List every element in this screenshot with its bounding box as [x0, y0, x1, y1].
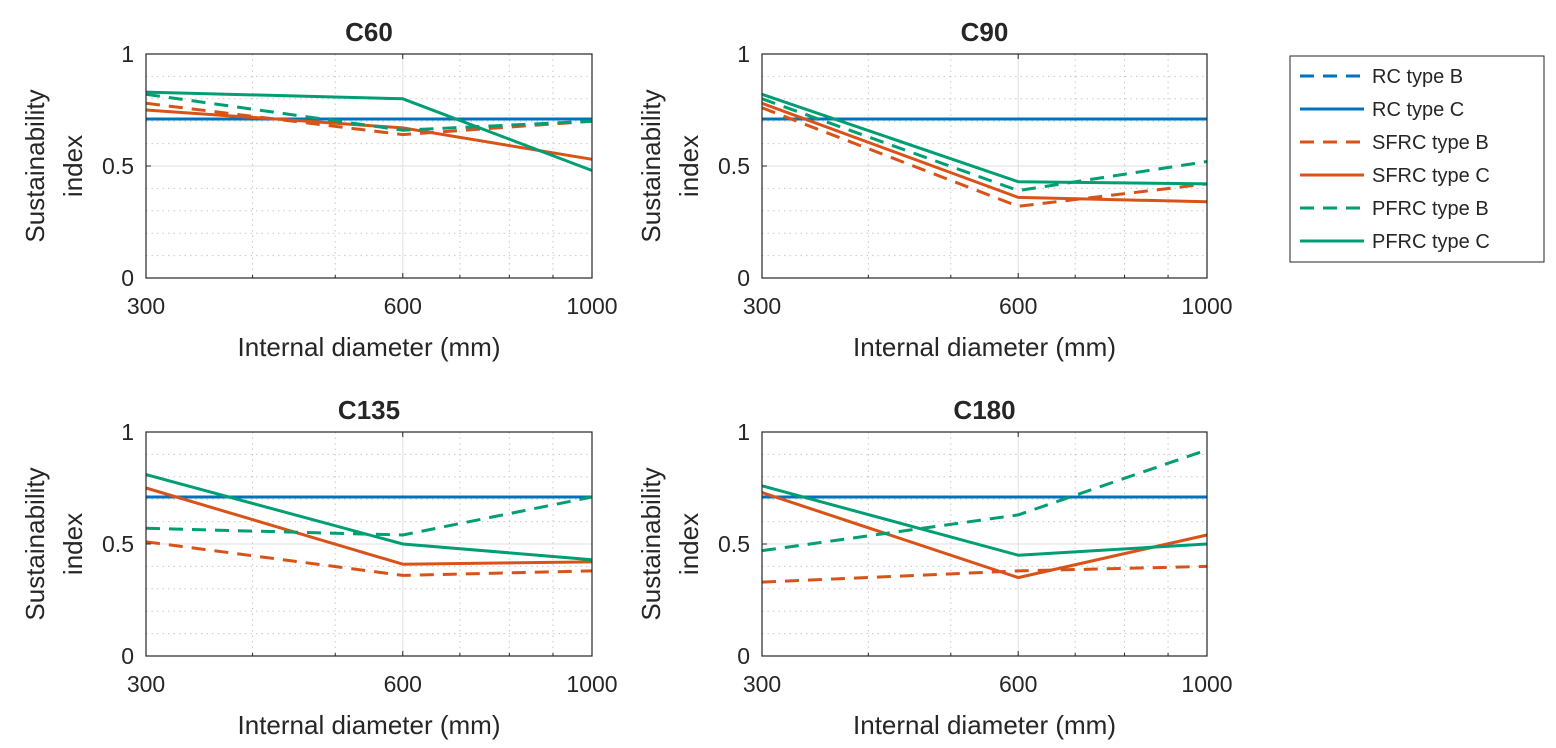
y-tick-label: 1 — [121, 41, 134, 67]
legend: RC type B RC type C SFRC type B SFRC type C… — [1289, 55, 1545, 263]
legend-label: PFRC type C — [1372, 231, 1490, 253]
y-tick-label: 0 — [737, 265, 750, 291]
x-tick-label: 600 — [999, 293, 1037, 319]
legend-item-rc-type-b: RC type B — [1300, 66, 1463, 88]
x-tick-label: 300 — [743, 293, 781, 319]
x-tick-label: 600 — [999, 671, 1037, 697]
legend-item-sfrc-type-b: SFRC type B — [1300, 132, 1489, 154]
series-line-sfrc-type-b — [145, 540, 593, 577]
y-tick-label: 0 — [121, 265, 134, 291]
y-axis-label-line2: index — [58, 135, 88, 197]
x-tick-label: 1000 — [1181, 671, 1232, 697]
x-tick-label: 600 — [384, 293, 422, 319]
x-tick-label: 300 — [743, 671, 781, 697]
x-axis-label: Internal diameter (mm) — [853, 332, 1116, 362]
series-line-sfrc-type-b — [761, 564, 1208, 584]
legend-box — [1289, 55, 1545, 263]
legend-label: SFRC type B — [1372, 132, 1489, 154]
panel-c180: 300 600 1000 0 0.5 1 C180 Internal diameter (mm… — [636, 395, 1233, 740]
y-axis-label-line1: Sustainability — [636, 89, 666, 242]
series-line-sfrc-type-b — [761, 106, 1208, 208]
panel-title: C135 — [338, 395, 400, 425]
y-tick-label: 1 — [121, 419, 134, 445]
y-tick-label: 0.5 — [718, 531, 750, 557]
series-line-pfrc-type-c — [145, 90, 593, 172]
panel-c60: 300 600 1000 0 0.5 1 C60 Internal diameter (mm)… — [20, 17, 618, 362]
x-tick-label: 1000 — [566, 671, 617, 697]
y-axis-label-line1: Sustainability — [636, 467, 666, 620]
legend-item-pfrc-type-c: PFRC type C — [1300, 231, 1490, 253]
series-line-pfrc-type-b — [145, 92, 593, 132]
series-line-pfrc-type-b — [145, 495, 593, 537]
legend-label: PFRC type B — [1372, 198, 1489, 220]
x-tick-label: 1000 — [566, 293, 617, 319]
x-axis-label: Internal diameter (mm) — [853, 710, 1116, 740]
series-line-sfrc-type-c — [145, 108, 593, 161]
x-tick-label: 1000 — [1181, 293, 1232, 319]
series-line-pfrc-type-c — [145, 473, 593, 562]
y-tick-label: 0.5 — [102, 153, 134, 179]
legend-item-sfrc-type-c: SFRC type C — [1300, 165, 1490, 187]
panel-c135: 300 600 1000 0 0.5 1 C135 Internal diameter (mm… — [20, 395, 618, 740]
series-line-pfrc-type-c — [761, 92, 1208, 186]
x-axis-label: Internal diameter (mm) — [238, 332, 501, 362]
panel-title: C90 — [961, 17, 1009, 47]
series-line-pfrc-type-b — [761, 448, 1208, 553]
x-axis-label: Internal diameter (mm) — [238, 710, 501, 740]
y-tick-label: 0 — [121, 643, 134, 669]
series-line-pfrc-type-b — [761, 97, 1208, 193]
legend-label: RC type C — [1372, 99, 1464, 121]
legend-item-rc-type-c: RC type C — [1300, 99, 1464, 121]
legend-item-pfrc-type-b: PFRC type B — [1300, 198, 1489, 220]
y-axis-label-line2: index — [674, 135, 704, 197]
x-tick-label: 300 — [127, 671, 165, 697]
y-axis-label-line2: index — [674, 513, 704, 575]
y-tick-label: 0.5 — [718, 153, 750, 179]
y-tick-label: 1 — [737, 419, 750, 445]
y-axis-label-line2: index — [58, 513, 88, 575]
panel-title: C180 — [953, 395, 1015, 425]
series-line-pfrc-type-c — [761, 484, 1208, 557]
series-line-sfrc-type-b — [145, 101, 593, 137]
panel-title: C60 — [345, 17, 393, 47]
x-tick-label: 600 — [384, 671, 422, 697]
y-axis-label-line1: Sustainability — [20, 89, 50, 242]
y-axis-label-line1: Sustainability — [20, 467, 50, 620]
x-tick-label: 300 — [127, 293, 165, 319]
y-tick-label: 1 — [737, 41, 750, 67]
legend-label: SFRC type C — [1372, 165, 1490, 187]
y-tick-label: 0 — [737, 643, 750, 669]
series-line-sfrc-type-c — [761, 101, 1208, 204]
panel-c90: 300 600 1000 0 0.5 1 C90 Internal diameter (mm)… — [636, 17, 1233, 362]
y-tick-label: 0.5 — [102, 531, 134, 557]
series-line-sfrc-type-c — [145, 486, 593, 566]
legend-label: RC type B — [1372, 66, 1463, 88]
